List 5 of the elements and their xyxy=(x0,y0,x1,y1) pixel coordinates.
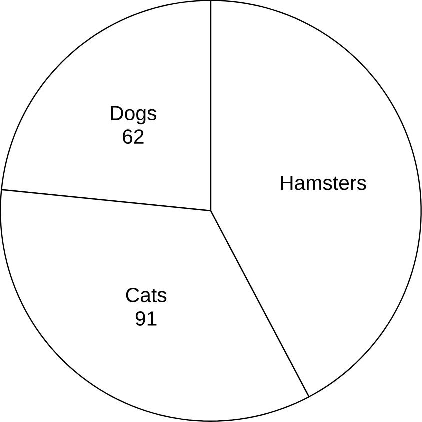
slice-label: Dogs xyxy=(111,106,157,125)
slice-label: Cats xyxy=(126,288,167,302)
slice-label: Hamsters xyxy=(281,176,366,190)
data-label: 62 xyxy=(123,130,144,144)
data-label: 91 xyxy=(136,312,157,326)
